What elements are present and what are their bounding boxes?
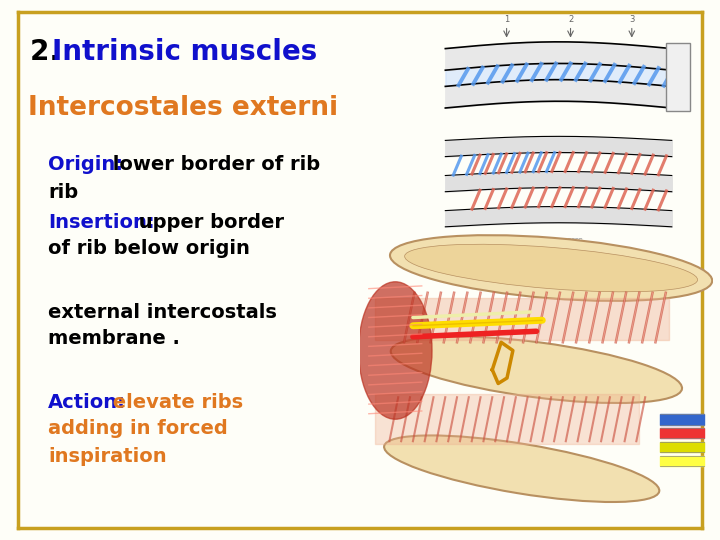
Text: 平成20年  ～～  1 図解: 平成20年 ～～ 1 図解 (541, 252, 589, 258)
Text: 2: 2 (568, 15, 573, 24)
Text: Intrinsic muscles: Intrinsic muscles (52, 38, 318, 66)
Text: lower border of rib: lower border of rib (106, 156, 320, 174)
Text: of rib below origin: of rib below origin (48, 240, 250, 259)
Bar (660, 456, 704, 466)
Ellipse shape (384, 435, 660, 502)
Bar (667, 43, 690, 111)
Ellipse shape (405, 244, 698, 292)
Text: upper border: upper border (132, 213, 284, 232)
Bar (660, 414, 704, 425)
Bar (660, 442, 704, 452)
Ellipse shape (390, 235, 712, 301)
Bar (660, 428, 704, 438)
Text: Insertion:: Insertion: (48, 213, 155, 232)
Ellipse shape (359, 282, 432, 419)
Text: Origin:: Origin: (48, 156, 123, 174)
Ellipse shape (391, 336, 682, 403)
Text: Action:: Action: (48, 393, 126, 411)
Text: rib: rib (48, 183, 78, 201)
Text: membrane .: membrane . (48, 329, 180, 348)
Text: 3: 3 (629, 15, 634, 24)
Text: inspiration: inspiration (48, 447, 166, 465)
Text: external intercostals: external intercostals (48, 302, 277, 321)
Text: elevate ribs: elevate ribs (106, 393, 243, 411)
Text: 2.: 2. (30, 38, 70, 66)
Text: © 解剖学テキスト: © 解剖学テキスト (548, 238, 582, 244)
Text: Intercostales externi: Intercostales externi (28, 95, 338, 121)
Text: 1: 1 (504, 15, 509, 24)
Text: adding in forced: adding in forced (48, 420, 228, 438)
